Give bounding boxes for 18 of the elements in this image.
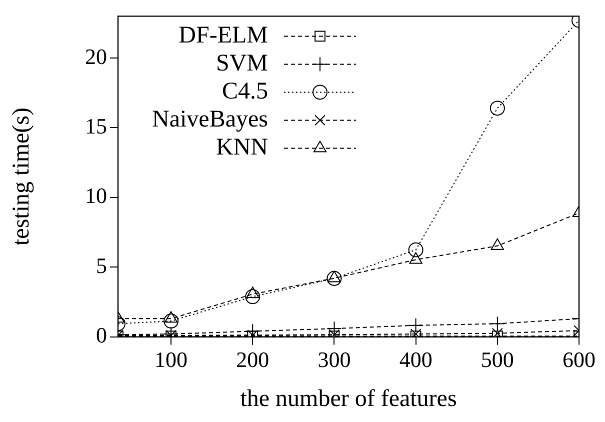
legend-label: NaiveBayes bbox=[152, 106, 268, 132]
x-tick-label: 300 bbox=[318, 346, 351, 372]
y-tick-label: 10 bbox=[85, 183, 107, 208]
x-tick-label: 400 bbox=[399, 346, 432, 372]
x-tick-label: 500 bbox=[480, 346, 514, 372]
y-tick-label: 20 bbox=[85, 44, 107, 69]
legend-label: C4.5 bbox=[222, 78, 268, 104]
legend-label: SVM bbox=[216, 50, 268, 76]
x-tick-label: 600 bbox=[562, 346, 596, 372]
x-tick-label: 100 bbox=[154, 346, 188, 372]
y-tick-label: 5 bbox=[96, 252, 107, 278]
y-tick-label: 15 bbox=[85, 113, 107, 138]
y-axis-title: testing time(s) bbox=[8, 108, 35, 246]
legend-label: KNN bbox=[216, 134, 268, 160]
y-tick-label: 0 bbox=[96, 322, 107, 348]
x-tick-label: 200 bbox=[236, 346, 270, 372]
x-axis-title: the number of features bbox=[240, 386, 457, 412]
legend-label: DF-ELM bbox=[178, 22, 268, 48]
